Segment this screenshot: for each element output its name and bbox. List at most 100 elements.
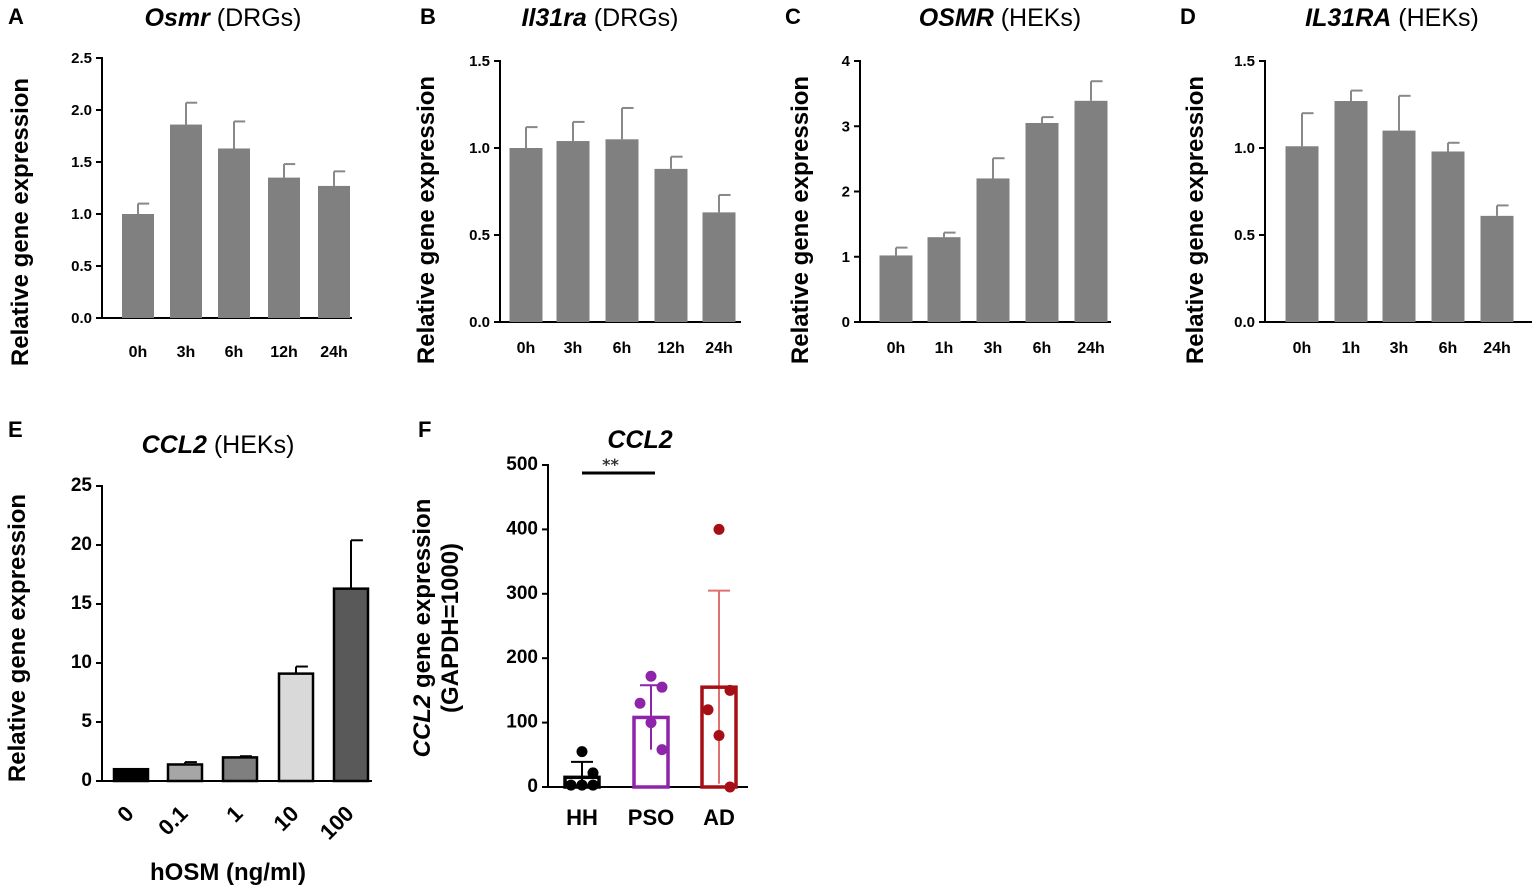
panel-a: A Osmr (DRGs) Relative gene expression 0… (7, 4, 352, 366)
y-tick-label-e: 25 (71, 475, 93, 496)
x-tick-label-e: 0 (112, 801, 138, 827)
y-tick-label-a: 2.0 (71, 102, 92, 119)
y-tick-label-c: 2 (842, 184, 850, 201)
panel-letter-b: B (420, 4, 436, 29)
x-tick-label-f: AD (703, 805, 735, 830)
panel-letter-d: D (1180, 4, 1196, 29)
bar-24h (1480, 215, 1514, 322)
bar-3h (1382, 130, 1416, 322)
x-tick-label-c: 3h (984, 340, 1003, 357)
x-tick-label-a: 3h (177, 344, 196, 361)
bar-12h (268, 177, 300, 318)
x-tick-label-d: 6h (1439, 340, 1458, 357)
bar-6h (218, 148, 250, 318)
x-tick-label-b: 6h (613, 340, 632, 357)
y-tick-label-b: 0.0 (469, 314, 490, 331)
data-point (656, 681, 668, 693)
x-tick-label-c: 1h (935, 340, 954, 357)
y-axis-label-f: CCL2 gene expression (409, 499, 436, 758)
panel-letter-a: A (8, 4, 24, 29)
x-tick-label-d: 1h (1342, 340, 1361, 357)
x-axis-label-e: hOSM (ng/ml) (150, 859, 306, 886)
bar-12h (654, 168, 688, 322)
bar-24h (318, 185, 350, 318)
panel-letter-e: E (8, 417, 23, 442)
bar-0 (112, 767, 150, 783)
y-tick-label-e: 5 (81, 711, 92, 732)
data-point (713, 523, 725, 535)
bar-AD (700, 685, 738, 789)
y-tick-label-e: 15 (71, 593, 93, 614)
bar-6h (1431, 151, 1465, 322)
x-tick-label-a: 12h (270, 344, 298, 361)
y-tick-label-c: 3 (842, 118, 850, 135)
data-point (634, 697, 646, 709)
y-tick-label-c: 1 (842, 249, 850, 266)
chart-title-c: OSMR (HEKs) (919, 4, 1082, 32)
bar-24h (702, 212, 736, 322)
y-tick-label-a: 0.0 (71, 310, 92, 327)
chart-title-d: IL31RA (HEKs) (1305, 4, 1479, 32)
y-tick-label-d: 1.0 (1234, 140, 1255, 157)
bar-1 (221, 756, 259, 783)
x-tick-label-d: 3h (1390, 340, 1409, 357)
y-axis-label-e: Relative gene expression (4, 494, 31, 782)
bar-1h (1334, 101, 1368, 323)
x-tick-label-d: 0h (1293, 340, 1312, 357)
data-point (645, 670, 657, 682)
y-axis-label-f-line2: (GAPDH=1000) (437, 543, 464, 713)
x-tick-label-b: 0h (517, 340, 536, 357)
y-tick-label-a: 1.0 (71, 206, 92, 223)
x-tick-label-b: 12h (657, 340, 685, 357)
x-tick-label-e: 0.1 (153, 801, 192, 840)
x-tick-label-a: 24h (320, 344, 348, 361)
y-tick-label-e: 10 (71, 652, 92, 673)
y-tick-label-f: 100 (506, 712, 538, 733)
x-tick-label-a: 0h (129, 344, 148, 361)
y-tick-label-d: 1.5 (1234, 53, 1255, 70)
panel-d: D IL31RA (HEKs) Relative gene expression… (1180, 4, 1532, 364)
bar-0h (879, 255, 913, 322)
data-point (587, 779, 599, 791)
data-point (702, 704, 714, 716)
y-tick-label-c: 0 (842, 314, 850, 331)
x-tick-label-a: 6h (225, 344, 244, 361)
data-point (713, 729, 725, 741)
y-tick-label-a: 2.5 (71, 50, 92, 67)
x-tick-label-c: 24h (1077, 340, 1105, 357)
y-tick-label-f: 300 (506, 583, 538, 604)
significance-label: ** (602, 455, 619, 474)
x-tick-label-c: 0h (887, 340, 906, 357)
y-tick-label-f: 500 (506, 454, 538, 475)
bar-6h (1025, 122, 1059, 322)
panel-c: C OSMR (HEKs) Relative gene expression 0… (785, 4, 1111, 364)
y-tick-label-d: 0.0 (1234, 314, 1255, 331)
y-axis-label-c: Relative gene expression (787, 76, 814, 364)
y-tick-label-b: 1.5 (469, 53, 490, 70)
x-tick-label-e: 100 (315, 801, 359, 845)
chart-title-a: Osmr (DRGs) (145, 4, 302, 32)
y-tick-label-e: 0 (81, 770, 92, 791)
y-tick-label-a: 0.5 (71, 258, 92, 275)
y-axis-label-a: Relative gene expression (7, 78, 34, 366)
x-tick-label-f: PSO (628, 805, 674, 830)
bar-0_1 (166, 763, 204, 783)
y-tick-label-b: 0.5 (469, 227, 490, 244)
panel-e: E CCL2 (HEKs) Relative gene expression h… (4, 417, 372, 886)
bar-100 (332, 587, 370, 783)
x-tick-label-b: 3h (564, 340, 583, 357)
bar-0h (122, 214, 154, 318)
y-tick-label-a: 1.5 (71, 154, 92, 171)
y-tick-label-f: 400 (506, 518, 538, 539)
y-axis-label-d: Relative gene expression (1182, 76, 1209, 364)
bar-0h (509, 148, 543, 322)
y-tick-label-f: 0 (527, 776, 538, 797)
y-axis-label-b: Relative gene expression (413, 76, 440, 364)
y-tick-label-b: 1.0 (469, 140, 490, 157)
y-tick-label-c: 4 (842, 53, 851, 70)
bar-1h (927, 237, 961, 322)
x-tick-label-f: HH (566, 805, 598, 830)
bar-3h (556, 141, 590, 322)
bar-3h (170, 124, 202, 318)
